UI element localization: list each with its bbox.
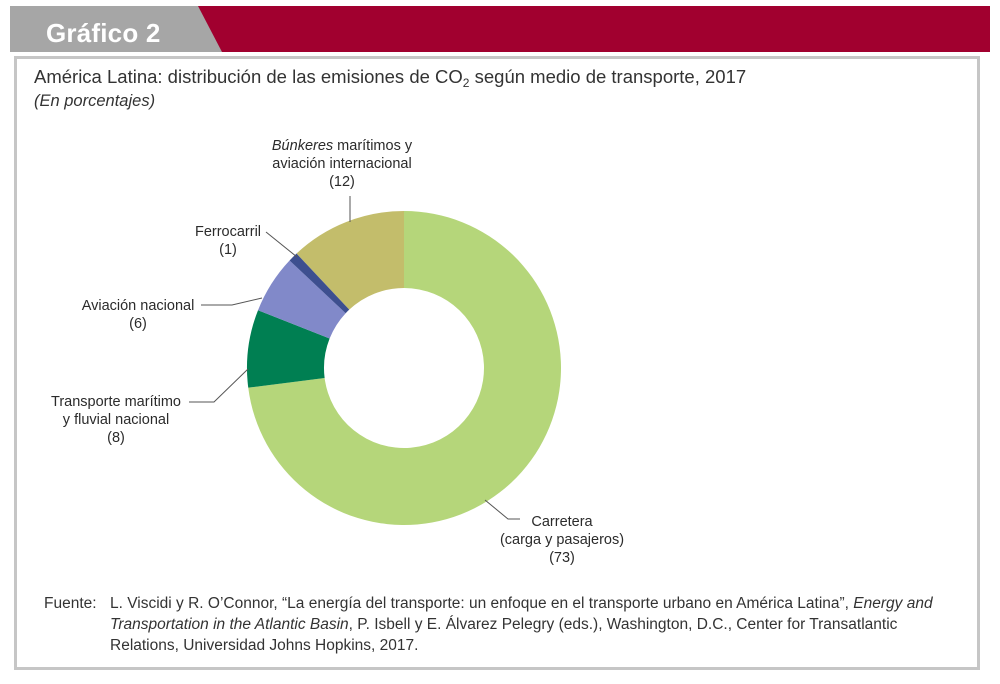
- label-line-aviacion-nacional: Aviación nacional: [82, 298, 195, 314]
- slice-aviacion-nacional: [258, 260, 346, 339]
- value-label-ferrocarril: (1): [219, 242, 237, 258]
- label-line-carretera: Carretera: [531, 514, 593, 530]
- label-transporte-maritimo: Transporte marítimo y fluvial nacional (8): [51, 394, 181, 446]
- value-label-carretera: (73): [549, 550, 575, 566]
- chart-title: América Latina: distribución de las emis…: [34, 66, 747, 90]
- source-text-part-1: L. Viscidi y R. O’Connor, “La energía de…: [110, 595, 854, 612]
- header-red-band: [10, 6, 990, 52]
- value-label-transporte-maritimo: (8): [107, 430, 125, 446]
- label-aviacion-nacional: Aviación nacional (6): [82, 298, 195, 332]
- label-line-bunkeres: Búnkeres marítimos y: [272, 138, 413, 154]
- chart-title-main: América Latina: distribución de las emis…: [34, 66, 463, 87]
- value-label-bunkeres: (12): [329, 174, 355, 190]
- leader-line-aviacion-nacional: [201, 297, 263, 306]
- label-carretera: Carretera (carga y pasajeros) (73): [500, 514, 624, 566]
- value-label-aviacion-nacional: (6): [129, 316, 147, 332]
- leader-line-carretera: [484, 499, 520, 520]
- chart-title-rest: según medio de transporte, 2017: [469, 66, 747, 87]
- leader-line-transporte-maritimo: [189, 368, 249, 403]
- chart-number-title: Gráfico 2: [46, 18, 161, 48]
- label-line-ferrocarril: Ferrocarril: [195, 224, 261, 240]
- header-band-shape: [10, 6, 990, 52]
- leader-line-ferrocarril: [265, 231, 298, 258]
- source-label: Fuente:: [44, 595, 97, 612]
- slice-carretera: [248, 211, 562, 526]
- chart-title-subscript: 2: [462, 76, 470, 90]
- label-bunkeres: Búnkeres marítimos y aviación internacion…: [272, 138, 413, 190]
- label-ferrocarril: Ferrocarril (1): [195, 224, 261, 258]
- slice-bunkeres: [296, 211, 404, 310]
- source-text-italic: Energy and Transportation in the Atlanti…: [110, 595, 933, 633]
- label-rest-bunkeres: marítimos y: [333, 138, 413, 154]
- source-text-part-2: , P. Isbell y E. Álvarez Pelegry (eds.),…: [110, 616, 898, 654]
- label-line-bunkeres: aviación internacional: [272, 156, 411, 172]
- label-line-transporte-maritimo: y fluvial nacional: [63, 412, 169, 428]
- slice-transporte-maritimo: [247, 310, 330, 388]
- chart-subtitle: (En porcentajes): [34, 92, 156, 110]
- source-text: L. Viscidi y R. O’Connor, “La energía de…: [110, 593, 970, 656]
- slice-ferrocarril: [289, 253, 350, 314]
- header-grey-tab: [10, 6, 222, 52]
- label-italic-bunkeres: Búnkeres: [272, 138, 333, 154]
- label-line-transporte-maritimo: Transporte marítimo: [51, 394, 181, 410]
- label-line-carretera: (carga y pasajeros): [500, 532, 624, 548]
- header-band: Gráfico 2: [10, 6, 990, 52]
